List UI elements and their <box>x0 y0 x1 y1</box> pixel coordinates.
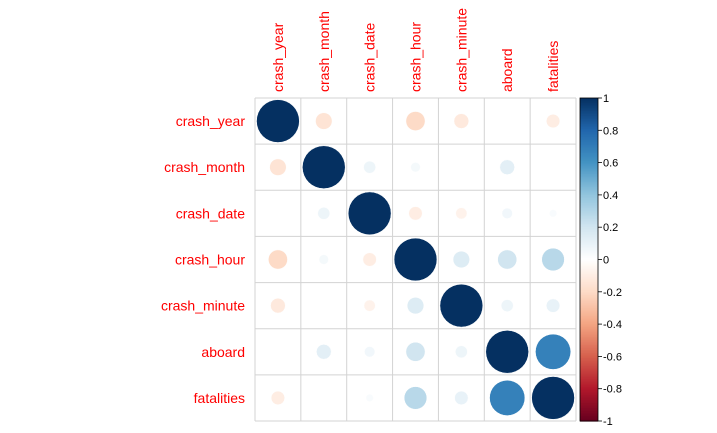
corr-circle-crash_minute-crash_hour <box>407 297 424 314</box>
corr-circle-crash_date-aboard <box>502 208 513 219</box>
corr-circle-crash_year-crash_year <box>256 100 299 143</box>
corr-circle-aboard-crash_date <box>364 347 375 358</box>
col-label-crash_year: crash_year <box>270 22 286 92</box>
row-label-crash_date: crash_date <box>176 205 245 221</box>
corr-circle-crash_hour-aboard <box>498 250 517 269</box>
corr-circle-crash_minute-fatalities <box>546 299 560 313</box>
corr-circle-crash_minute-crash_date <box>364 300 375 311</box>
col-label-crash_date: crash_date <box>362 23 378 92</box>
corr-circle-fatalities-crash_minute <box>455 391 469 405</box>
corr-circle-crash_hour-crash_month <box>319 255 329 265</box>
colorbar-tick-label: 0.6 <box>603 158 618 170</box>
colorbar-tick-label: 1 <box>603 93 609 105</box>
corr-circle-crash_year-crash_minute <box>454 114 469 129</box>
colorbar-tick-label: -0.2 <box>603 287 622 299</box>
corr-circle-crash_month-crash_year <box>270 159 287 176</box>
corr-circle-crash_hour-crash_date <box>363 253 377 267</box>
corr-circle-aboard-crash_hour <box>406 342 425 361</box>
col-label-crash_month: crash_month <box>316 11 332 92</box>
col-label-crash_hour: crash_hour <box>408 22 424 92</box>
col-label-fatalities: fatalities <box>545 41 561 92</box>
col-label-aboard: aboard <box>499 48 515 92</box>
corr-circle-crash_date-crash_date <box>348 192 391 235</box>
corr-circle-crash_date-crash_minute <box>456 208 467 219</box>
corr-circle-crash_date-fatalities <box>549 210 556 217</box>
corr-circle-aboard-aboard <box>486 330 529 373</box>
colorbar-tick-label: -0.8 <box>603 384 622 396</box>
corr-circle-fatalities-aboard <box>490 380 525 415</box>
corr-circle-crash_hour-crash_hour <box>394 238 437 281</box>
corr-circle-crash_minute-aboard <box>501 300 513 312</box>
corr-circle-crash_minute-crash_year <box>271 298 286 313</box>
colorbar-tick-label: 0.4 <box>603 190 618 202</box>
corr-circle-crash_month-crash_month <box>302 146 345 189</box>
colorbar-tick-label: 0.8 <box>603 125 618 137</box>
colorbar-tick-label: -1 <box>603 416 613 428</box>
corr-circle-crash_hour-crash_minute <box>453 251 470 268</box>
corr-circle-fatalities-crash_hour <box>404 387 427 410</box>
corr-circle-crash_hour-crash_year <box>268 250 287 269</box>
corr-circle-fatalities-fatalities <box>532 376 575 419</box>
corr-circle-crash_date-crash_hour <box>409 207 423 221</box>
corr-circle-crash_year-crash_month <box>315 113 332 130</box>
corr-circle-aboard-crash_minute <box>455 346 467 358</box>
corr-circle-crash_month-crash_hour <box>411 162 421 172</box>
row-label-fatalities: fatalities <box>194 390 245 406</box>
correlation-circles <box>256 100 574 420</box>
row-label-crash_year: crash_year <box>176 113 246 129</box>
col-label-crash_minute: crash_minute <box>453 8 469 92</box>
corr-circle-crash_year-crash_hour <box>406 111 425 130</box>
colorbar-tick-label: 0.2 <box>603 222 618 234</box>
colorbar-tick-label: -0.6 <box>603 351 622 363</box>
corr-circle-aboard-fatalities <box>535 334 570 369</box>
row-label-aboard: aboard <box>201 344 245 360</box>
corr-circle-crash_hour-fatalities <box>542 248 565 271</box>
corr-circle-crash_month-aboard <box>500 160 515 175</box>
corr-circle-fatalities-crash_date <box>366 394 373 401</box>
corr-circle-fatalities-crash_year <box>271 391 285 405</box>
corr-circle-crash_month-crash_date <box>364 161 376 173</box>
corr-circle-crash_minute-crash_minute <box>440 284 483 327</box>
corr-circle-aboard-crash_month <box>316 344 331 359</box>
corr-circle-crash_year-fatalities <box>546 114 560 128</box>
row-label-crash_minute: crash_minute <box>161 298 245 314</box>
row-label-crash_month: crash_month <box>164 159 245 175</box>
colorbar-tick-label: 0 <box>603 255 609 267</box>
corr-circle-crash_date-crash_month <box>318 207 330 219</box>
row-label-crash_hour: crash_hour <box>175 252 245 268</box>
colorbar-tick-label: -0.4 <box>603 319 622 331</box>
colorbar: 1 0.8 0.6 0.4 0.2 0 -0.2 -0.4 -0.6 -0.8 -1 <box>580 93 622 428</box>
